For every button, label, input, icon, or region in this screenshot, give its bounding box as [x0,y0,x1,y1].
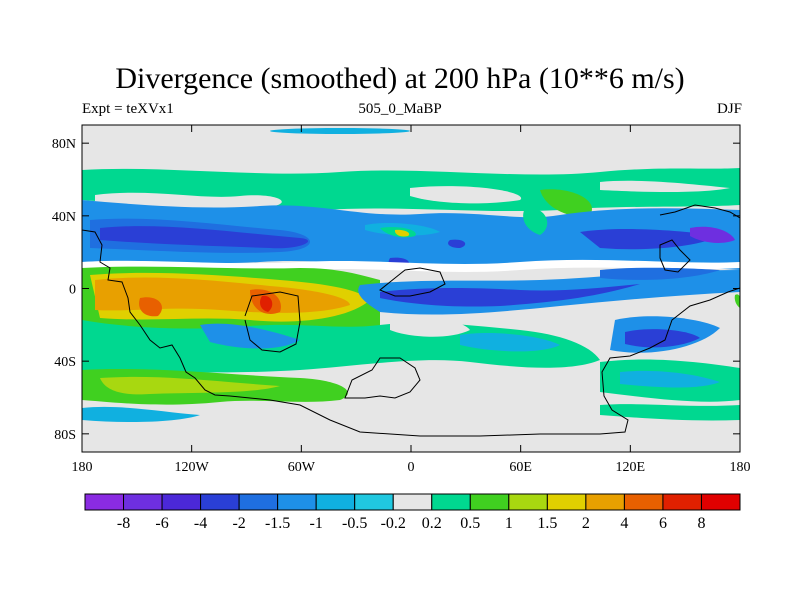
colorbar-label: 0.2 [422,515,442,532]
colorbar-swatch [392,493,433,511]
colorbar-label: 0.5 [460,515,480,532]
y-tick-label: 80S [54,428,76,443]
y-tick-label: 0 [69,283,76,298]
colorbar-swatch [585,493,625,511]
colorbar-swatch [84,493,125,511]
colorbar-swatch [238,493,279,511]
colorbar-swatch [277,493,317,511]
x-tick-label: 120W [175,460,210,475]
colorbar-label: -0.2 [381,515,406,532]
y-tick-label: 40S [54,355,76,370]
colorbar-swatch [700,493,741,511]
colorbar-label: 1.5 [537,515,557,532]
colorbar-labels: -8 -6 -4 -2 -1.5 -1 -0.5 -0.2 0.2 0.5 1 1.5 2 4 6 8 [117,515,706,532]
x-tick-label: 180 [72,460,93,475]
colorbar-label: -1 [310,515,323,532]
colorbar-label: -0.5 [342,515,367,532]
colorbar-swatch [123,493,163,511]
x-tick-label: 120E [616,460,646,475]
colorbar-swatch [662,493,702,511]
y-tick-label: 80N [52,137,76,152]
x-axis-labels: 180 120W 60W 0 60E 120E 180 [72,460,751,475]
case-label: 505_0_MaBP [358,101,442,117]
colorbar-label: 1 [505,515,513,532]
colorbar-label: 8 [697,515,705,532]
colorbar-swatch [469,493,510,511]
y-tick-label: 40N [52,210,76,225]
colorbar-label: 6 [659,515,667,532]
colorbar-label: -4 [194,515,207,532]
colorbar-swatch [508,493,548,511]
colorbar-swatch [161,493,202,511]
colorbar-swatch [354,493,394,511]
y-axis-labels: 80N 40N 0 40S 80S [52,137,76,443]
colorbar-label: -6 [155,515,168,532]
axis-ticks [81,125,741,452]
colorbar-swatch [431,493,471,511]
colorbar [84,493,741,511]
coastlines [82,204,740,437]
colorbar-label: -2 [232,515,245,532]
colorbar-label: 2 [582,515,590,532]
colorbar-swatch [315,493,356,511]
colorbar-swatch [200,493,240,511]
experiment-label: Expt = teXVx1 [82,101,174,117]
divergence-field [82,125,740,452]
x-tick-label: 60W [288,460,316,475]
colorbar-label: -1.5 [265,515,290,532]
x-tick-label: 180 [730,460,751,475]
x-tick-label: 0 [408,460,415,475]
colorbar-label: -8 [117,515,130,532]
season-label: DJF [716,101,742,117]
colorbar-swatch [546,493,587,511]
colorbar-label: 4 [620,515,628,532]
colorbar-swatch [623,493,664,511]
chart-title: Divergence (smoothed) at 200 hPa (10**6 … [115,62,685,95]
x-tick-label: 60E [509,460,532,475]
